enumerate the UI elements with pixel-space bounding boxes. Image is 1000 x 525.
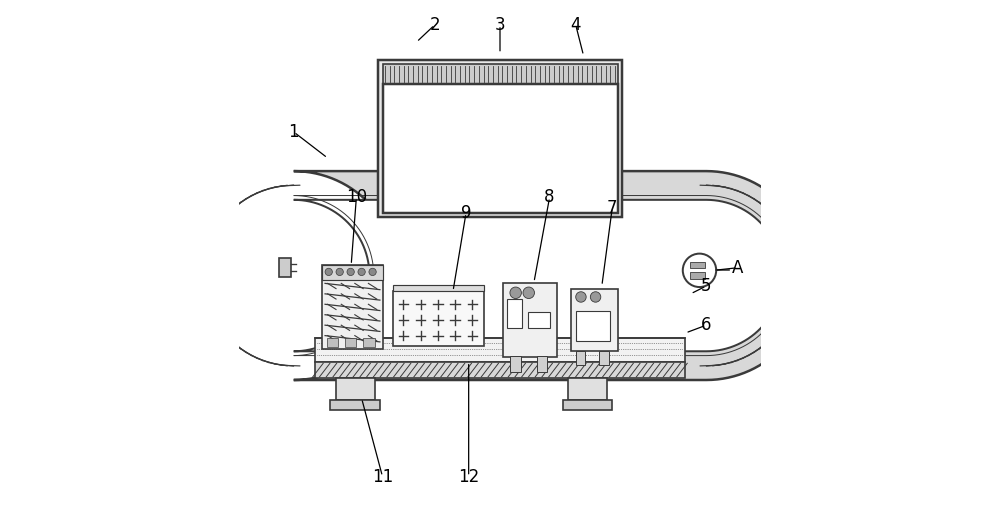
Bar: [327, 338, 338, 347]
Bar: [393, 285, 484, 291]
Bar: [322, 265, 382, 280]
Bar: [330, 401, 380, 410]
Bar: [322, 265, 382, 349]
Bar: [279, 258, 291, 277]
Text: 8: 8: [544, 188, 555, 206]
Text: 1: 1: [288, 123, 299, 141]
Circle shape: [347, 268, 354, 276]
Circle shape: [369, 268, 376, 276]
Text: 12: 12: [458, 468, 479, 486]
Polygon shape: [294, 200, 782, 351]
Text: 11: 11: [372, 468, 393, 486]
Bar: [568, 379, 607, 401]
Bar: [336, 379, 375, 401]
Circle shape: [683, 254, 716, 287]
Bar: [315, 362, 685, 379]
Circle shape: [576, 292, 586, 302]
Bar: [382, 84, 618, 213]
Bar: [528, 312, 550, 328]
Circle shape: [590, 292, 601, 302]
Text: 2: 2: [429, 16, 440, 34]
Bar: [599, 351, 609, 365]
Bar: [503, 284, 557, 356]
Bar: [570, 289, 618, 351]
Bar: [690, 272, 705, 279]
Bar: [510, 356, 521, 372]
Text: 6: 6: [701, 316, 712, 334]
Text: 10: 10: [346, 188, 367, 206]
Text: A: A: [732, 259, 743, 277]
Bar: [563, 401, 612, 410]
Bar: [576, 311, 610, 341]
Text: 5: 5: [701, 277, 712, 295]
Circle shape: [358, 268, 365, 276]
Bar: [378, 60, 622, 217]
Bar: [537, 356, 547, 372]
Text: 3: 3: [495, 16, 505, 34]
Bar: [576, 351, 585, 365]
Bar: [315, 338, 685, 362]
Text: 7: 7: [607, 198, 618, 217]
Polygon shape: [294, 171, 811, 380]
Bar: [393, 291, 484, 346]
Bar: [507, 299, 522, 328]
Bar: [363, 338, 375, 347]
Text: 9: 9: [461, 204, 471, 222]
Circle shape: [336, 268, 343, 276]
Bar: [382, 64, 618, 84]
Circle shape: [523, 287, 534, 299]
Circle shape: [510, 287, 521, 299]
Circle shape: [325, 268, 332, 276]
Bar: [345, 338, 356, 347]
Bar: [690, 262, 705, 268]
Text: 4: 4: [570, 16, 581, 34]
